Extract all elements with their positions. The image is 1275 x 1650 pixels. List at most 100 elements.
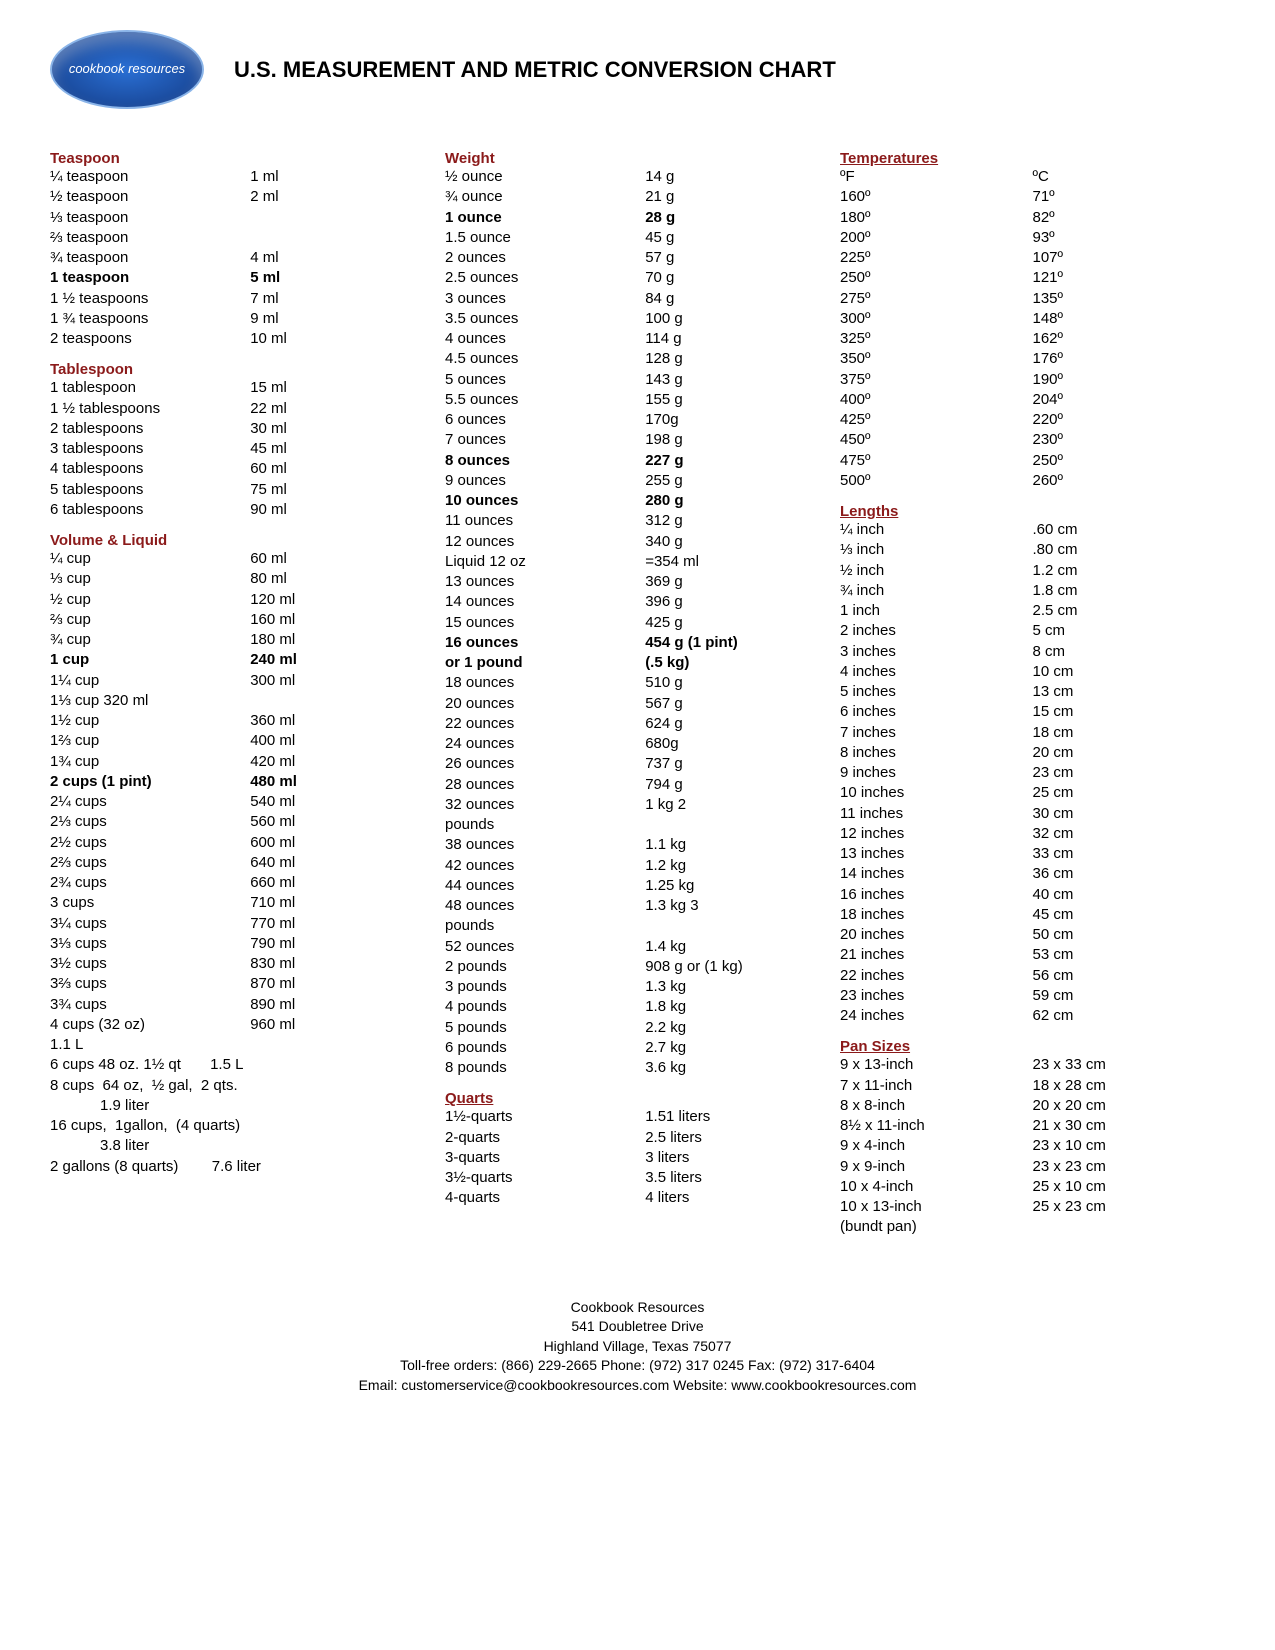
head-volume: Volume & Liquid (50, 532, 435, 549)
table-row: ⅔ teaspoon (50, 228, 435, 248)
cell-metric: 2.5 cm (1033, 601, 1226, 621)
col-right: Temperatures ºF ºC 160º71º180º82º200º93º… (840, 144, 1225, 1238)
table-row: 375º190º (840, 370, 1225, 390)
table-row: 5 tablespoons75 ml (50, 480, 435, 500)
cell-metric: 128 g (645, 349, 830, 369)
cell-us: 350º (840, 349, 1033, 369)
cell-us: 8 inches (840, 743, 1033, 763)
cell-us: 18 ounces (445, 673, 645, 693)
table-row: 38 ounces1.1 kg (445, 835, 830, 855)
table-row: 7 inches18 cm (840, 723, 1225, 743)
cell-us: 28 ounces (445, 775, 645, 795)
table-row: 3¼ cups770 ml (50, 914, 435, 934)
cell-us: 3¾ cups (50, 995, 250, 1015)
cell-metric: 250º (1033, 451, 1226, 471)
cell-metric: 280 g (645, 491, 830, 511)
table-row: 8 pounds3.6 kg (445, 1058, 830, 1078)
table-row: 6 tablespoons90 ml (50, 500, 435, 520)
footer-l1: Cookbook Resources (50, 1298, 1225, 1318)
table-row: 2-quarts 2.5 liters (445, 1128, 830, 1148)
cell-us: 24 inches (840, 1006, 1033, 1026)
table-row: 10 ounces280 g (445, 491, 830, 511)
cell-us: 225º (840, 248, 1033, 268)
table-row: 32 ounces1 kg 2 (445, 795, 830, 815)
cell-us: 5 ounces (445, 370, 645, 390)
cell-us: 375º (840, 370, 1033, 390)
cell-metric: 82º (1033, 208, 1226, 228)
cell-us: 160º (840, 187, 1033, 207)
table-row: 10 x 13-inch25 x 23 cm (840, 1197, 1225, 1217)
cell-us: ½ cup (50, 590, 250, 610)
table-row: 48 ounces1.3 kg 3 (445, 896, 830, 916)
table-row: 20 ounces567 g (445, 694, 830, 714)
cell-metric: 567 g (645, 694, 830, 714)
cell-metric: 20 x 20 cm (1033, 1096, 1226, 1116)
cell-metric: 100 g (645, 309, 830, 329)
cell-us: 52 ounces (445, 937, 645, 957)
table-row: 275º135º (840, 289, 1225, 309)
cell-metric: 1.25 kg (645, 876, 830, 896)
cell-metric: 20 cm (1033, 743, 1226, 763)
table-row: 12 ounces340 g (445, 532, 830, 552)
cell-us: 11 inches (840, 804, 1033, 824)
table-row: 1 teaspoon5 ml (50, 268, 435, 288)
table-row: ¾ inch1.8 cm (840, 581, 1225, 601)
cell-metric (250, 228, 435, 248)
cell-us: 15 ounces (445, 613, 645, 633)
cell-us: 3 ounces (445, 289, 645, 309)
cell-us: 16 inches (840, 885, 1033, 905)
cell-metric: 8 cm (1033, 642, 1226, 662)
cell-metric: 4 liters (645, 1188, 830, 1208)
head-temps: Temperatures (840, 150, 1225, 167)
cell-us: 38 ounces (445, 835, 645, 855)
table-row: ⅓ inch.80 cm (840, 540, 1225, 560)
cell-metric: 830 ml (250, 954, 435, 974)
cell-us: 2 inches (840, 621, 1033, 641)
cell-metric: 312 g (645, 511, 830, 531)
cell-us: 7 x 11-inch (840, 1076, 1033, 1096)
table-row: 9 x 4-inch23 x 10 cm (840, 1136, 1225, 1156)
head-quarts: Quarts (445, 1090, 830, 1107)
cell-metric: 25 cm (1033, 783, 1226, 803)
cell-metric: 160 ml (250, 610, 435, 630)
cell-us: 2⅓ cups (50, 812, 250, 832)
table-row: 2 gallons (8 quarts) 7.6 liter (50, 1157, 435, 1177)
cell-metric: 80 ml (250, 569, 435, 589)
cell-metric: 1.8 kg (645, 997, 830, 1017)
table-row: 2 cups (1 pint)480 ml (50, 772, 435, 792)
cell-metric: 425 g (645, 613, 830, 633)
cell-us: 6 inches (840, 702, 1033, 722)
cell-us: 18 inches (840, 905, 1033, 925)
cell-metric: 540 ml (250, 792, 435, 812)
cell-us: pounds (445, 916, 645, 936)
cell-metric: 15 ml (250, 378, 435, 398)
table-row: ½ ounce14 g (445, 167, 830, 187)
cell-metric: 3.5 liters (645, 1168, 830, 1188)
cell-us: 10 x 4-inch (840, 1177, 1033, 1197)
table-row: 1 cup240 ml (50, 650, 435, 670)
table-row: pounds (445, 916, 830, 936)
table-row: 13 ounces369 g (445, 572, 830, 592)
cell-us: 1¾ cup (50, 752, 250, 772)
head-pans: Pan Sizes (840, 1038, 1225, 1055)
cell-us: 1 ½ teaspoons (50, 289, 250, 309)
footer-l2: 541 Doubletree Drive (50, 1317, 1225, 1337)
cell-us: 2 pounds (445, 957, 645, 977)
cell-metric: 737 g (645, 754, 830, 774)
table-row: 5 pounds2.2 kg (445, 1018, 830, 1038)
cell-metric: 45 ml (250, 439, 435, 459)
table-row: 4.5 ounces128 g (445, 349, 830, 369)
cell-metric: 18 x 28 cm (1033, 1076, 1226, 1096)
cell-metric: 790 ml (250, 934, 435, 954)
cell-us: 2¾ cups (50, 873, 250, 893)
table-row: 8 ounces227 g (445, 451, 830, 471)
table-row: 20 inches50 cm (840, 925, 1225, 945)
cell-us: 22 inches (840, 966, 1033, 986)
cell-us: 5 tablespoons (50, 480, 250, 500)
cell-metric: 25 x 10 cm (1033, 1177, 1226, 1197)
cell-metric: 120 ml (250, 590, 435, 610)
table-row: 11 inches30 cm (840, 804, 1225, 824)
table-row: ⅔ cup160 ml (50, 610, 435, 630)
cell-us: 6 tablespoons (50, 500, 250, 520)
cell-us: 6 pounds (445, 1038, 645, 1058)
